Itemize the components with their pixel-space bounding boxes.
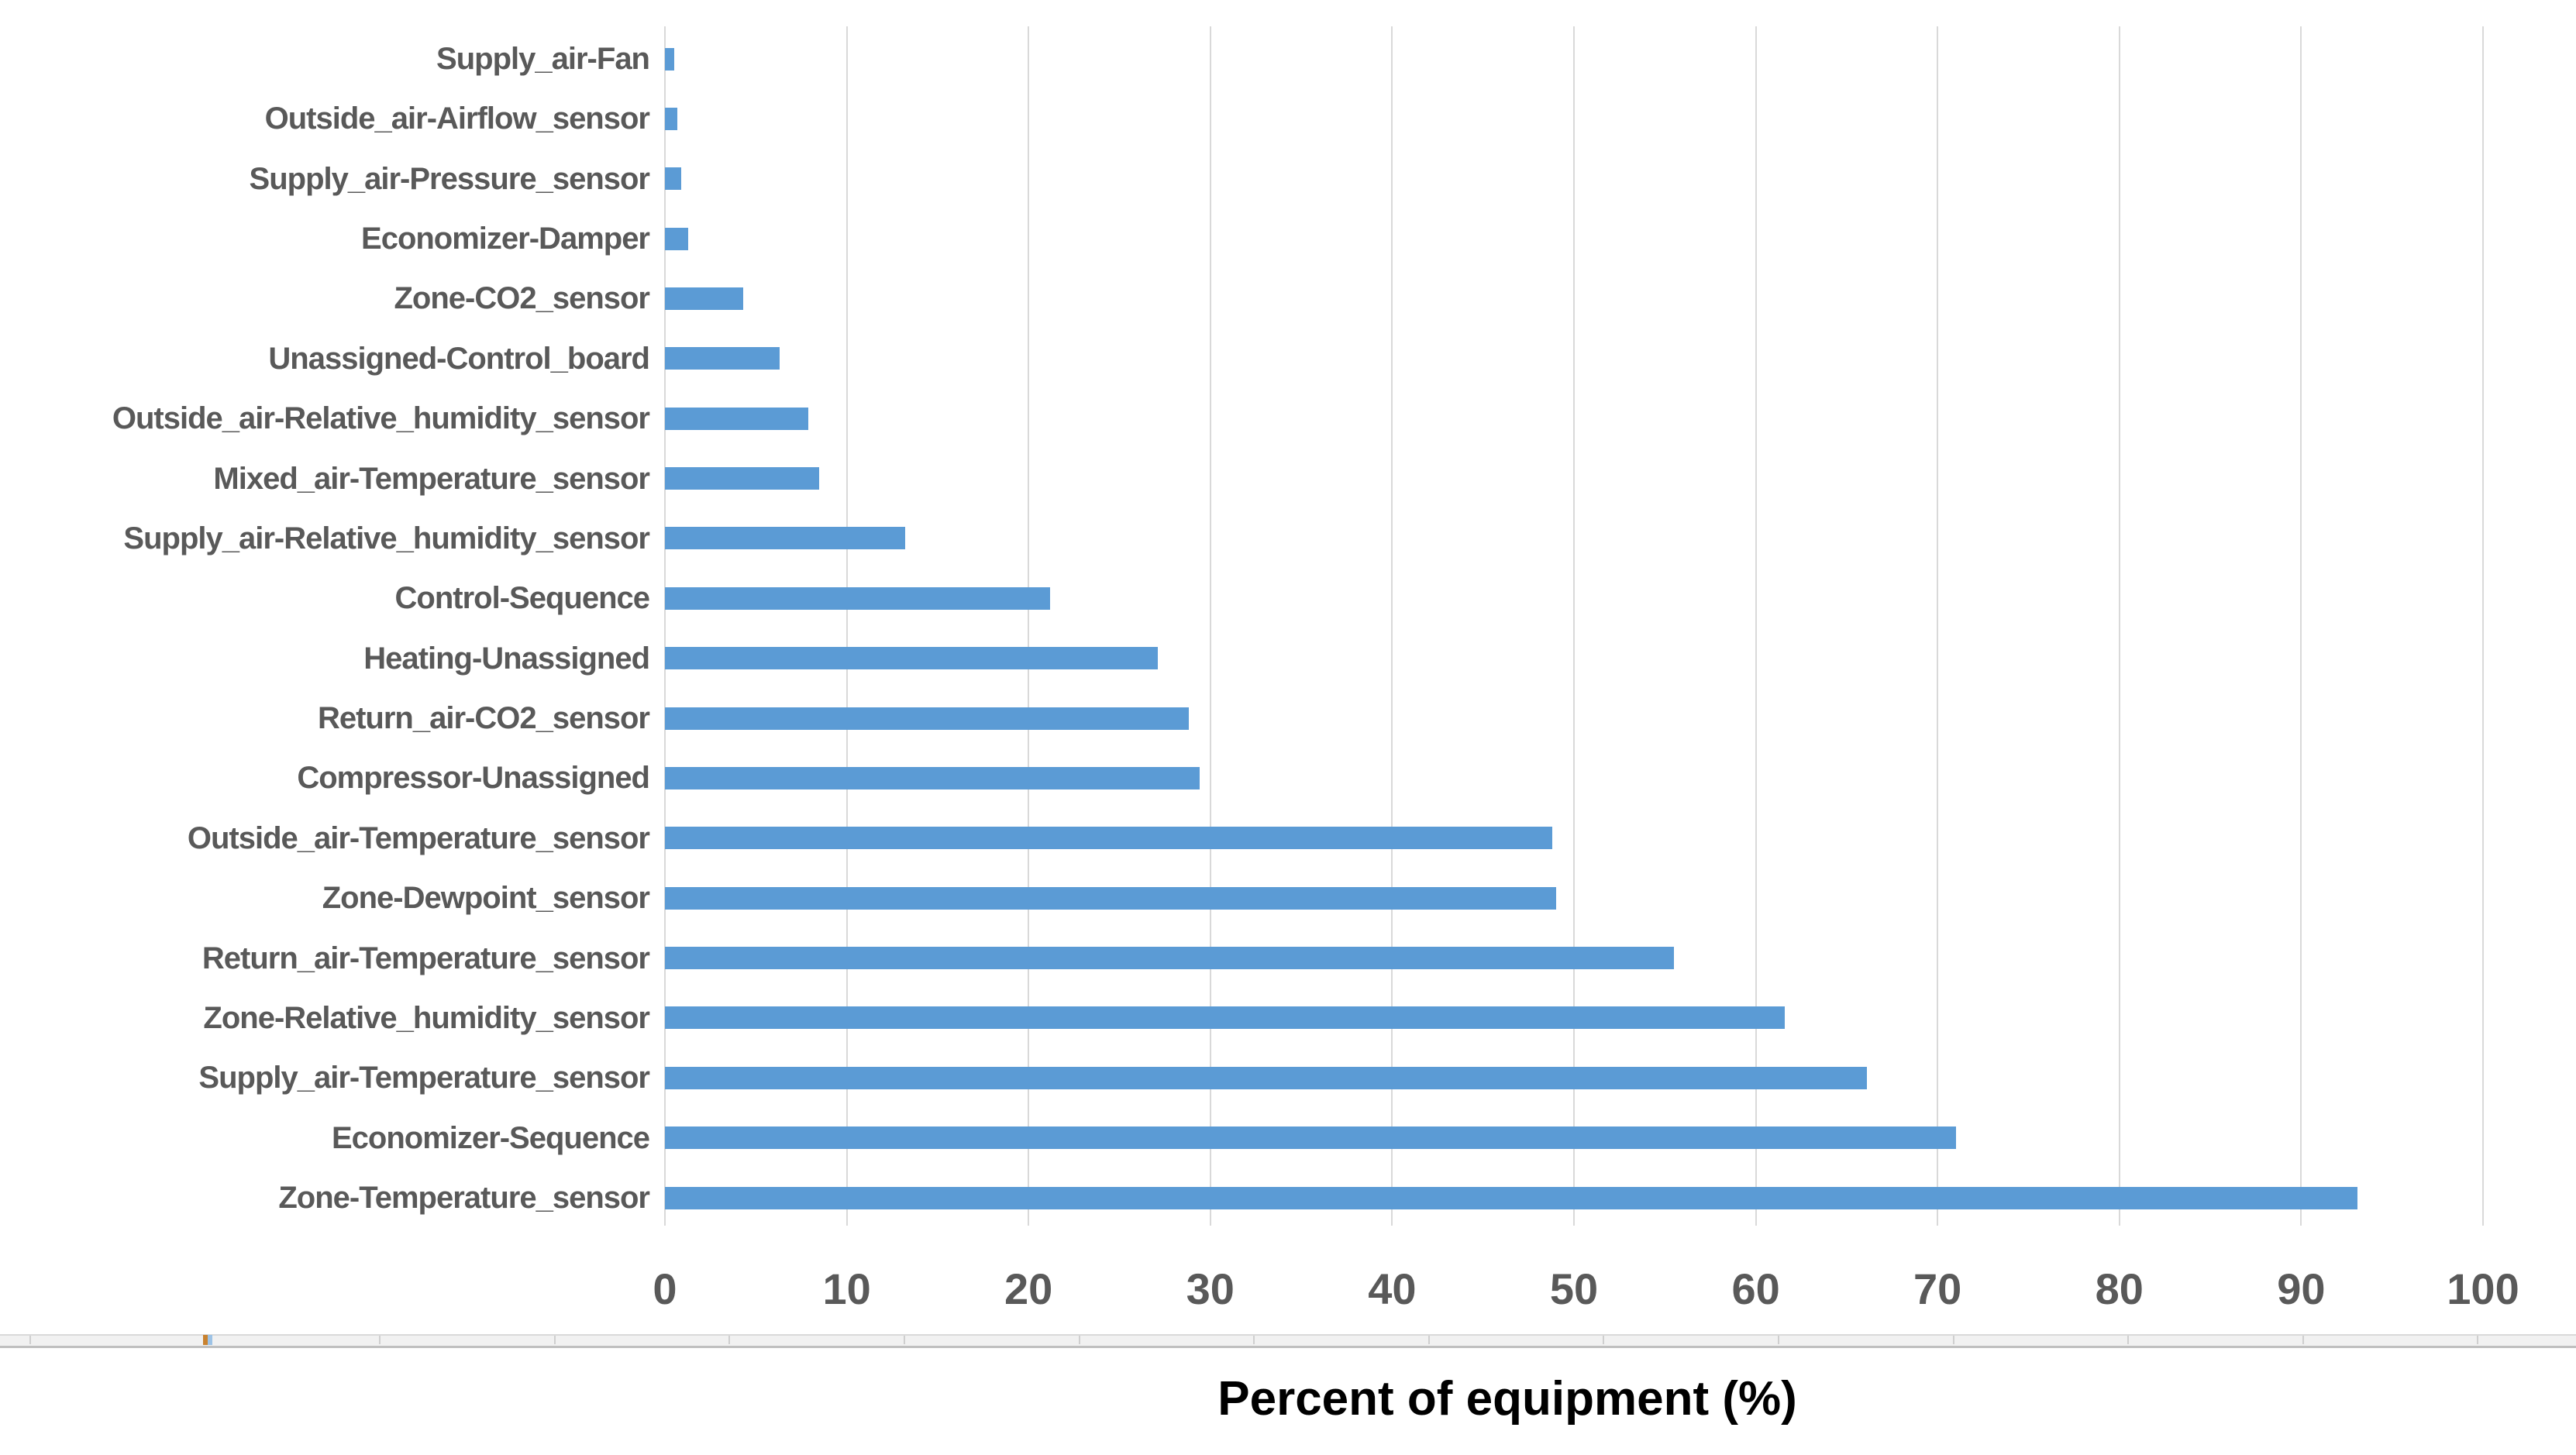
x-tick-label: 80 [2095,1264,2144,1313]
gridline-40 [1391,26,1393,1226]
bar [665,886,1556,910]
gridline-20 [1028,26,1030,1226]
category-label: Supply_air-Relative_humidity_sensor [123,521,650,556]
category-label: Compressor-Unassigned [297,761,650,796]
bar [665,227,689,250]
gridline-50 [1573,26,1575,1226]
category-label: Supply_air-Fan [436,42,650,76]
x-tick-label: 40 [1368,1264,1417,1313]
category-label: Supply_air-Pressure_sensor [249,161,650,196]
band-cell-separator [1603,1336,1605,1344]
mark-orange [203,1335,208,1345]
gridline-0 [664,26,666,1226]
category-label: Return_air-CO2_sensor [317,701,650,736]
category-label: Mixed_air-Temperature_sensor [213,461,650,496]
bar [665,407,809,430]
category-label: Zone-Temperature_sensor [278,1181,650,1216]
bar [665,647,1158,670]
bar [665,1127,1956,1150]
band-cell-separator [379,1336,381,1344]
bar [665,527,905,550]
bar [665,766,1200,789]
bar [665,287,743,310]
band-cell-separator [2477,1336,2479,1344]
x-tick-label: 100 [2447,1264,2519,1313]
band-cell-separator [553,1336,556,1344]
bar [665,107,678,130]
bar [665,947,1675,970]
band-cell-separator [1778,1336,1779,1344]
category-label: Economizer-Damper [361,222,650,256]
category-label: Supply_air-Temperature_sensor [198,1061,650,1096]
band-colored-mark [203,1335,212,1345]
x-tick-label: 60 [1731,1264,1780,1313]
bar [665,586,1051,610]
x-tick-label: 20 [1004,1264,1053,1313]
x-tick-label: 0 [653,1264,677,1313]
x-tick-label: 70 [1913,1264,1962,1313]
x-tick-label: 10 [822,1264,871,1313]
x-axis-title: Percent of equipment (%) [1217,1372,1797,1426]
category-label: Heating-Unassigned [363,641,650,676]
gridline-80 [2118,26,2120,1226]
bar [665,827,1552,850]
category-label: Zone-Relative_humidity_sensor [203,1000,650,1035]
band-cell-separator [1427,1336,1430,1344]
category-label: Outside_air-Airflow_sensor [264,101,650,136]
category-label: Economizer-Sequence [331,1120,650,1155]
band-cell-separator [728,1336,731,1344]
band-cell-separator [2127,1336,2130,1344]
category-label: Outside_air-Temperature_sensor [187,820,650,855]
band-cell-separator [1078,1336,1080,1344]
gridline-60 [1755,26,1757,1226]
mark-blue [208,1335,212,1345]
band-cell-separator [904,1336,905,1344]
category-label: Zone-Dewpoint_sensor [322,881,650,916]
gridline-100 [2482,26,2484,1226]
x-tick-label: 30 [1186,1264,1235,1313]
category-label: Zone-CO2_sensor [394,281,650,316]
bar [665,167,682,191]
spreadsheet-row-band [0,1334,2576,1348]
category-label: Return_air-Temperature_sensor [201,941,650,975]
bar [665,1186,2358,1209]
x-tick-label: 50 [1549,1264,1599,1313]
bar [665,1066,1867,1089]
bar [665,347,780,370]
gridline-70 [1937,26,1939,1226]
band-cell-separator [2302,1336,2304,1344]
category-label: Unassigned-Control_board [268,341,650,376]
bar [665,467,820,490]
band-cell-separator [1952,1336,1954,1344]
x-tick-label: 90 [2277,1264,2326,1313]
category-label: Outside_air-Relative_humidity_sensor [112,401,650,436]
category-label: Control-Sequence [394,581,650,616]
gridline-30 [1209,26,1211,1226]
bar [665,1006,1786,1030]
band-cell-separator [29,1336,31,1344]
gridline-10 [845,26,848,1226]
bar [665,47,674,71]
band-cell-separator [1253,1336,1255,1344]
bar [665,707,1189,730]
gridline-90 [2300,26,2302,1226]
